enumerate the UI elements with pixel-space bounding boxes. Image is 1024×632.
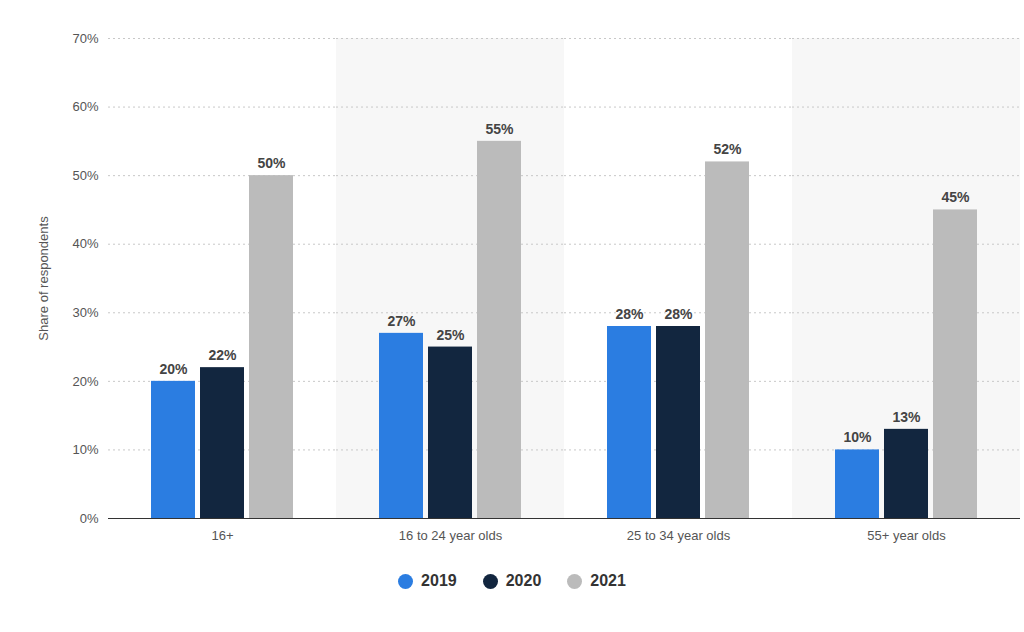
svg-text:40%: 40% [72, 236, 98, 251]
html-text:2021: 2021 [590, 572, 626, 589]
svg-text:70%: 70% [72, 31, 98, 46]
svg-text:20%: 20% [159, 361, 188, 377]
svg-text:10%: 10% [72, 442, 98, 457]
svg-text:55%: 55% [485, 121, 514, 137]
svg-text:55+ year olds: 55+ year olds [867, 528, 946, 543]
svg-text:25%: 25% [436, 327, 465, 343]
svg-text:50%: 50% [72, 168, 98, 183]
svg-text:52%: 52% [713, 141, 742, 157]
svg-text:45%: 45% [941, 189, 970, 205]
svg-text:20%: 20% [72, 374, 98, 389]
svg-text:25 to 34 year olds: 25 to 34 year olds [627, 528, 731, 543]
svg-text:16 to 24 year olds: 16 to 24 year olds [399, 528, 503, 543]
html-text:2020: 2020 [505, 572, 542, 589]
svg-text:28%: 28% [664, 306, 693, 322]
svg-text:30%: 30% [72, 305, 98, 320]
svg-text:16+: 16+ [211, 528, 233, 543]
svg-text:50%: 50% [257, 155, 286, 171]
svg-text:10%: 10% [843, 429, 872, 445]
svg-text:27%: 27% [387, 313, 416, 329]
svg-text:22%: 22% [208, 347, 237, 363]
svg-text:13%: 13% [892, 409, 921, 425]
svg-text:60%: 60% [72, 99, 98, 114]
svg-text:Share of respondents: Share of respondents [36, 216, 51, 341]
svg-text:0%: 0% [80, 511, 99, 526]
html-text:2019: 2019 [421, 572, 457, 589]
svg-text:28%: 28% [615, 306, 644, 322]
